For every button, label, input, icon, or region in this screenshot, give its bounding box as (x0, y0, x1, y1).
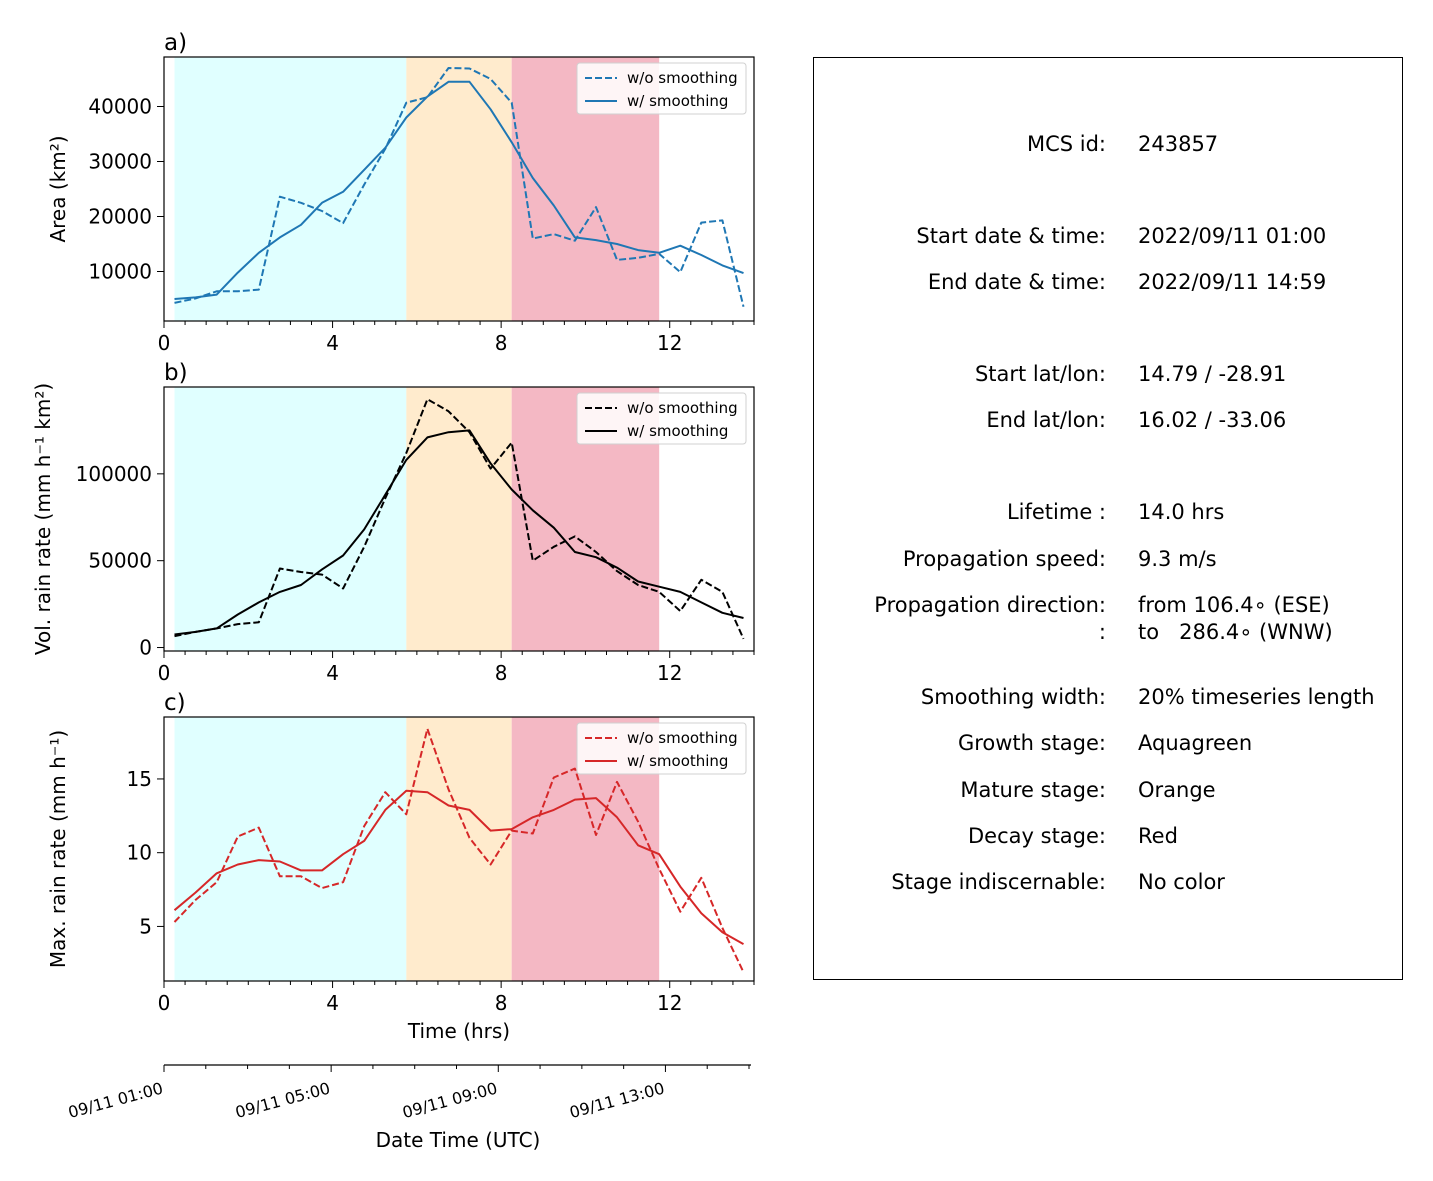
panel-label: b) (164, 360, 188, 386)
info-value: Red (1138, 824, 1178, 848)
info-key: Smoothing width: (920, 685, 1106, 709)
info-key: Propagation direction: (874, 593, 1106, 617)
y-tick-label: 10 (127, 841, 152, 865)
series-line-with-smoothing (174, 429, 744, 636)
datetime-tick-label: 09/11 01:00 (66, 1079, 165, 1123)
info-value: 14.0 hrs (1138, 500, 1225, 524)
info-value: 16.02 / -33.06 (1138, 408, 1287, 432)
info-value: 2022/09/11 14:59 (1138, 270, 1327, 294)
series-line-without-smoothing (173, 727, 745, 973)
info-value: 9.3 m/s (1138, 547, 1217, 571)
info-panel: MCS id: 243857 Start date & time: 2022/0… (813, 57, 1403, 980)
datetime-axis: 09/11 01:00 09/11 05:00 09/11 09:00 09/11 1… (66, 1064, 751, 1152)
info-value: from 106.4∘ (ESE) (1138, 593, 1330, 617)
legend: w/o smoothing w/ smoothing (576, 722, 747, 775)
panel-label: a) (164, 30, 187, 56)
info-value: 243857 (1138, 132, 1219, 156)
x-tick-label: 12 (657, 661, 682, 685)
y-axis-label: Vol. rain rate (mm h⁻¹ km²) (31, 383, 55, 655)
chart-panel-a: 0 4 8 12 10000 20000 30000 40000 a) Area (km²) w/o… (46, 30, 755, 355)
info-value: to 286.4∘ (WNW) (1138, 620, 1333, 644)
stage-band-mature (406, 57, 512, 321)
x-tick-label: 0 (158, 991, 171, 1015)
info-value: No color (1138, 870, 1225, 894)
x-tick-label: 12 (657, 331, 682, 355)
y-axis-label: Area (km²) (46, 135, 70, 242)
info-key: Decay stage: (968, 824, 1106, 848)
y-tick-label: 5 (139, 914, 152, 938)
stage-band-mature (406, 717, 512, 981)
stage-band-growth (174, 57, 407, 321)
legend-frame (576, 62, 747, 115)
info-key: Start date & time: (916, 224, 1106, 248)
panel-label: c) (164, 690, 186, 716)
x-tick-label: 4 (326, 991, 339, 1015)
info-value: 20% timeseries length (1138, 685, 1375, 709)
legend-label: w/o smoothing (627, 399, 738, 417)
x-tick-label: 4 (326, 661, 339, 685)
y-tick-label: 30000 (88, 150, 152, 174)
y-tick-label: 20000 (88, 205, 152, 229)
info-key: Start lat/lon: (974, 362, 1106, 386)
series-line-without-smoothing (174, 67, 745, 307)
x-tick-label: 12 (657, 991, 682, 1015)
series-line-with-smoothing (174, 80, 744, 300)
y-tick-label: 10000 (88, 260, 152, 284)
info-key: : (1098, 620, 1106, 644)
info-key: End lat/lon: (986, 408, 1106, 432)
y-tick-label: 100000 (76, 462, 152, 486)
x-tick-label: 8 (495, 991, 508, 1015)
chart-panel-b: 0 4 8 12 0 50000 100000 b) Vol. rain rate (mm h⁻… (31, 360, 755, 685)
stage-band-growth (174, 387, 407, 651)
x-tick-label: 0 (158, 331, 171, 355)
y-tick-label: 40000 (88, 95, 152, 119)
info-key: Growth stage: (957, 731, 1106, 755)
chart-panel-c: 0 4 8 12 5 10 15 c) Max. rain rate (mm h⁻¹) Time … (46, 690, 755, 1043)
legend-label: w/ smoothing (627, 92, 728, 110)
datetime-axis-label: Date Time (UTC) (376, 1128, 541, 1152)
y-axis-label: Max. rain rate (mm h⁻¹) (46, 730, 70, 968)
x-axis-label: Time (hrs) (407, 1019, 510, 1043)
info-key: MCS id: (1026, 132, 1106, 156)
legend: w/o smoothing w/ smoothing (576, 392, 747, 445)
series-line-without-smoothing (174, 398, 745, 640)
legend-frame (576, 392, 747, 445)
series-line-with-smoothing (173, 789, 744, 945)
y-tick-label: 50000 (88, 549, 152, 573)
info-key: Propagation speed: (902, 547, 1106, 571)
x-tick-label: 8 (495, 661, 508, 685)
info-value: Orange (1138, 778, 1216, 802)
datetime-tick-label: 09/11 09:00 (400, 1079, 499, 1123)
legend-label: w/ smoothing (627, 422, 728, 440)
info-value: 2022/09/11 01:00 (1138, 224, 1327, 248)
info-key: Mature stage: (960, 778, 1106, 802)
info-value: Aquagreen (1138, 731, 1253, 755)
datetime-tick-label: 09/11 13:00 (568, 1079, 667, 1123)
x-tick-label: 4 (326, 331, 339, 355)
x-tick-label: 8 (495, 331, 508, 355)
info-key: Lifetime : (1006, 500, 1106, 524)
y-tick-label: 0 (139, 636, 152, 660)
info-key: Stage indiscernable: (891, 870, 1106, 894)
datetime-tick-label: 09/11 05:00 (233, 1079, 332, 1123)
stage-band-mature (406, 387, 512, 651)
y-tick-label: 15 (127, 767, 152, 791)
legend-label: w/o smoothing (627, 69, 738, 87)
x-tick-label: 0 (158, 661, 171, 685)
info-value: 14.79 / -28.91 (1138, 362, 1287, 386)
stage-band-growth (174, 717, 407, 981)
info-key: End date & time: (927, 270, 1106, 294)
legend-frame (576, 722, 747, 775)
legend-label: w/ smoothing (627, 752, 728, 770)
legend: w/o smoothing w/ smoothing (576, 62, 747, 115)
legend-label: w/o smoothing (627, 729, 738, 747)
